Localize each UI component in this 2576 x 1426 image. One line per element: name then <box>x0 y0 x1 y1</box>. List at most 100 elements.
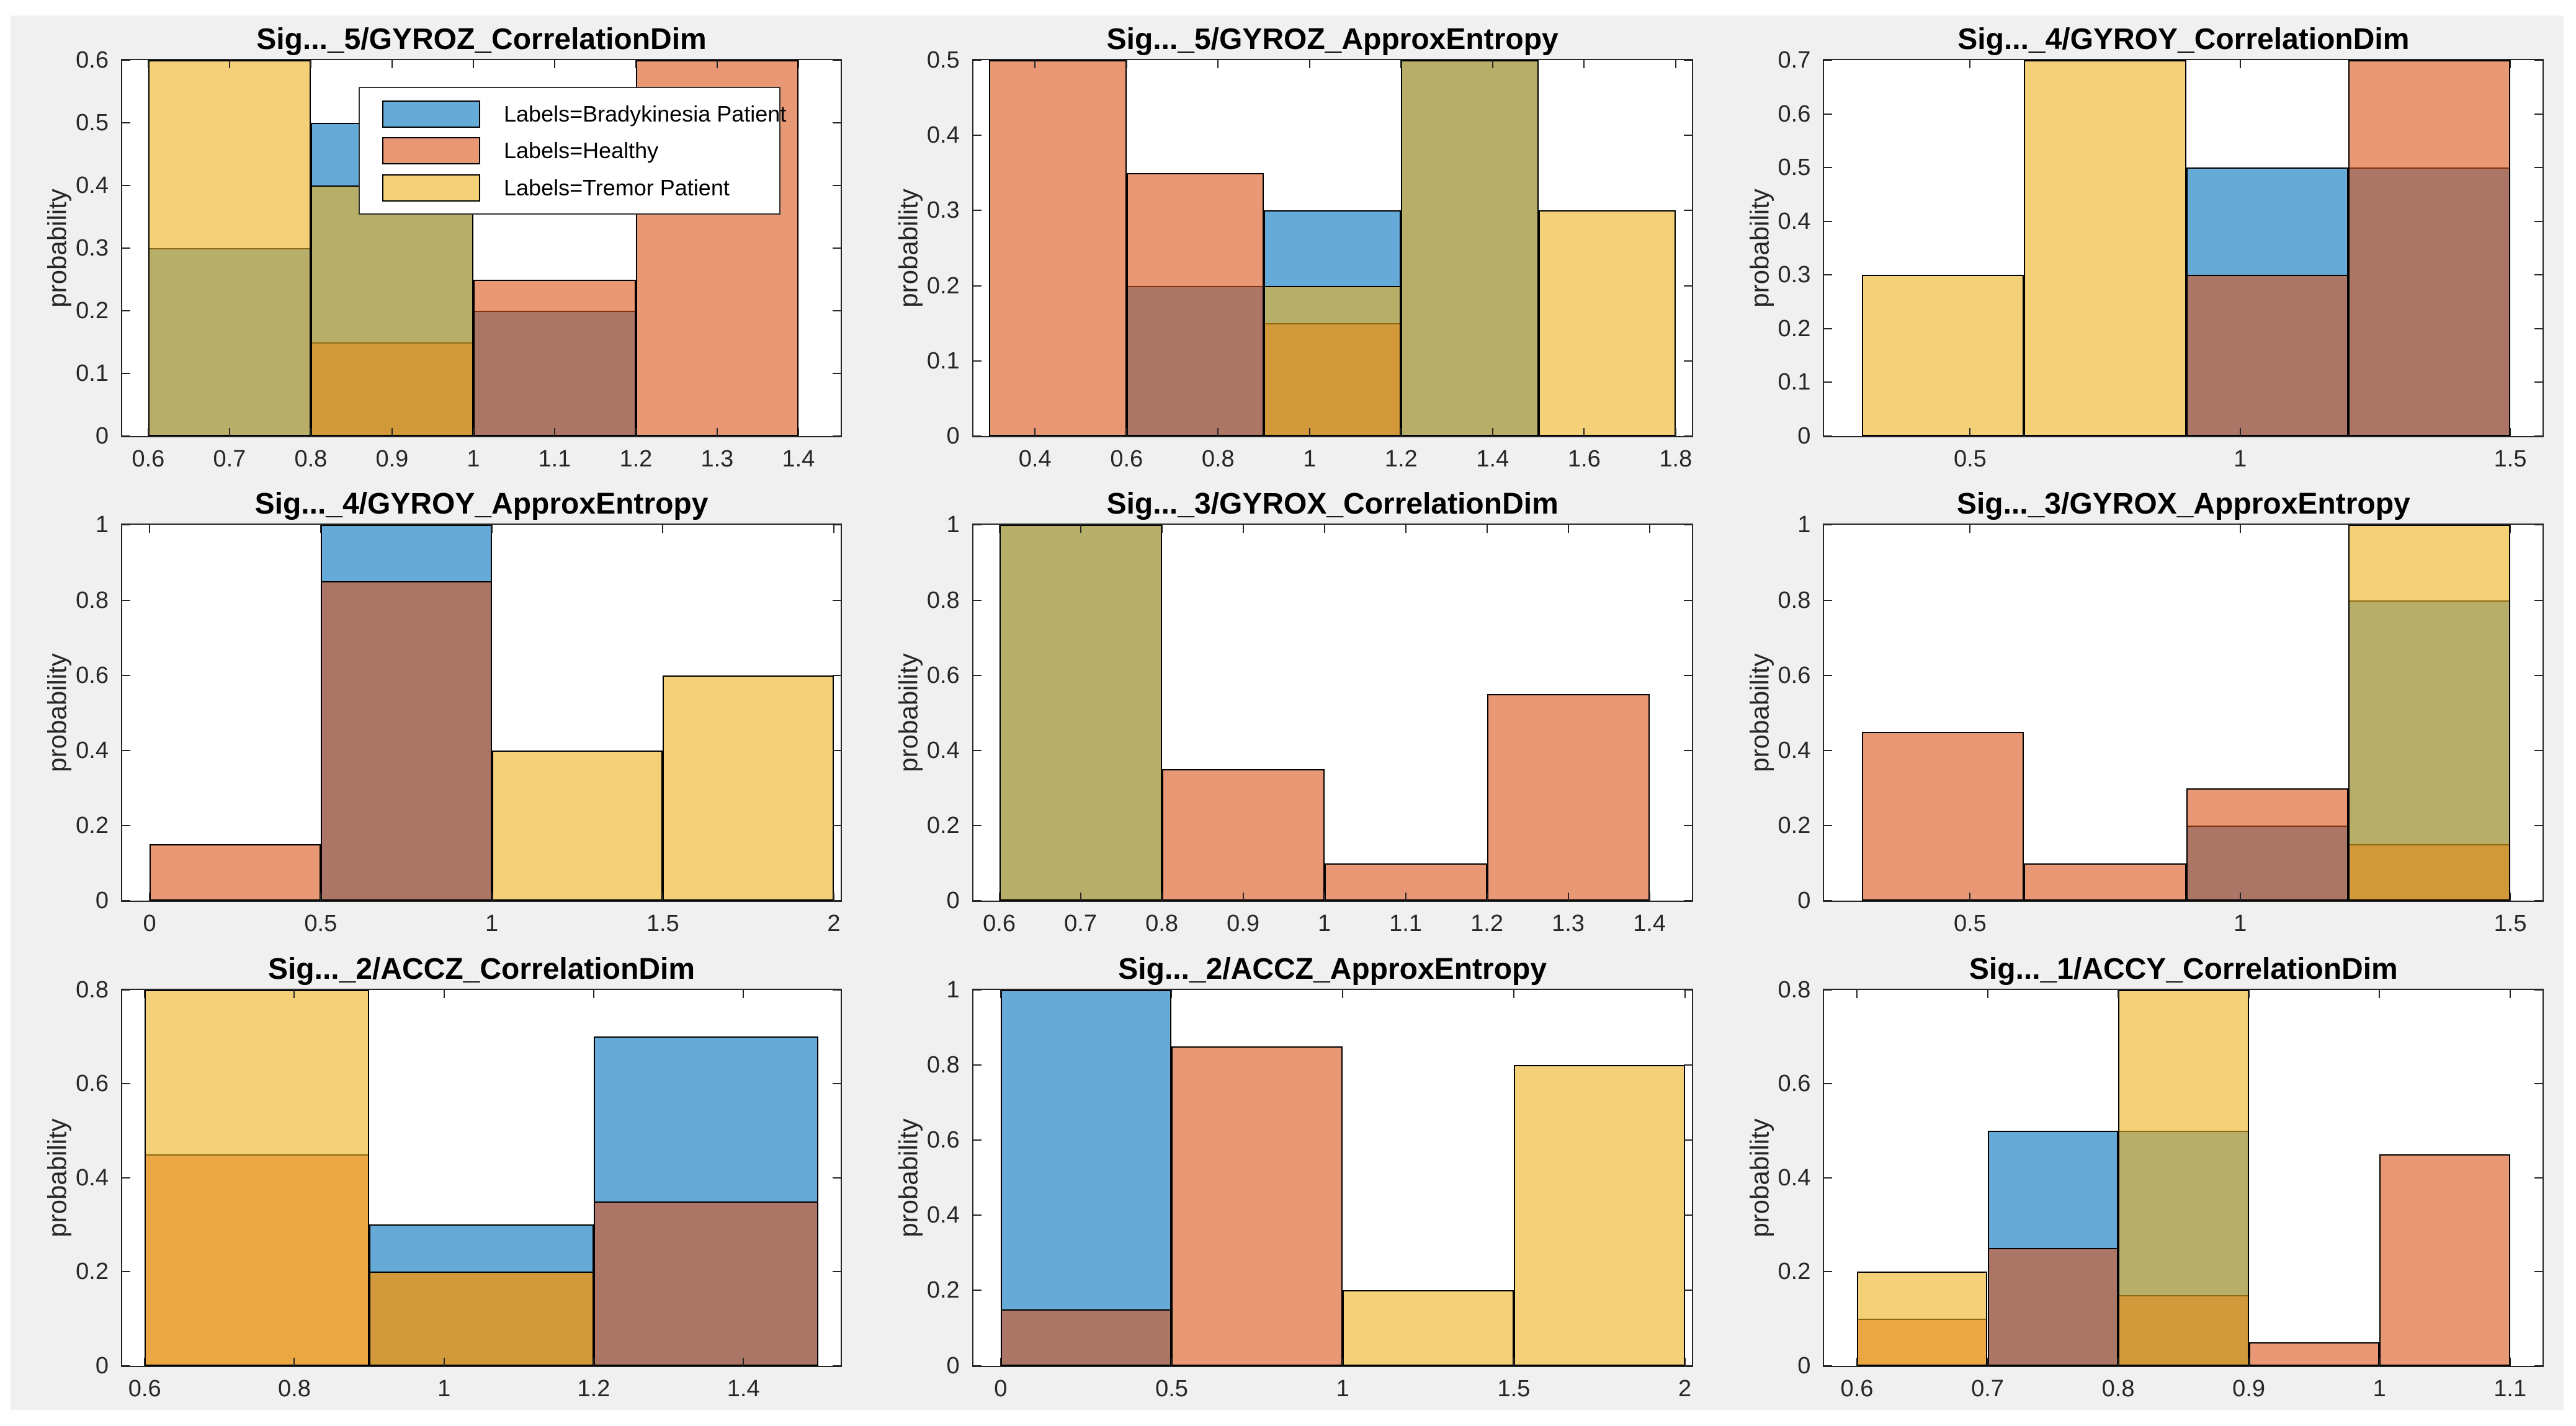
x-tick-mark <box>1000 1357 1001 1366</box>
y-tick-mark <box>973 210 982 212</box>
x-tick-mark <box>293 1357 295 1366</box>
y-tick-mark <box>1824 674 1833 676</box>
y-tick-mark <box>973 900 982 902</box>
plot-title: Sig..._4/GYROY_ApproxEntropy <box>254 488 709 521</box>
histogram-bar-tremor <box>663 675 834 901</box>
y-tick-mark-right <box>1683 900 1692 902</box>
histogram-bar-tremor <box>148 60 311 436</box>
y-tick-label: 0.3 <box>1778 262 1811 288</box>
y-tick-label: 0 <box>95 423 109 449</box>
y-tick-label: 0.4 <box>926 122 960 149</box>
y-tick-mark <box>1824 435 1833 437</box>
y-tick-mark-right <box>833 989 841 991</box>
legend-label: Labels=Bradykinesia Patient <box>504 100 787 127</box>
x-tick-mark <box>1125 428 1127 436</box>
histogram-bar-healthy <box>2348 60 2511 436</box>
x-tick-mark <box>833 893 834 901</box>
y-tick-mark <box>973 674 982 676</box>
x-tick-mark <box>491 893 493 901</box>
x-tick-label: 0.5 <box>1953 911 1987 937</box>
y-tick-mark <box>973 524 982 526</box>
x-tick-mark-top <box>1675 60 1676 68</box>
histogram-bar-healthy <box>1487 694 1650 901</box>
y-tick-mark <box>973 60 982 61</box>
x-tick-mark-top <box>2379 989 2381 998</box>
x-tick-mark-top <box>1969 60 1971 68</box>
x-tick-label: 1.1 <box>1389 911 1422 937</box>
y-tick-mark-right <box>833 310 841 311</box>
x-tick-mark <box>1342 1357 1344 1366</box>
y-tick-mark-right <box>1683 285 1692 287</box>
y-tick-mark-right <box>1683 435 1692 437</box>
y-tick-label: 0.4 <box>76 1164 109 1191</box>
x-tick-label: 1 <box>485 911 499 937</box>
plot-area <box>973 989 1692 1366</box>
x-tick-label: 1.4 <box>1476 446 1509 472</box>
subplot-2: Sig..._5/GYROZ_ApproxEntropy probability 0… <box>862 16 1713 480</box>
y-tick-mark <box>122 524 130 526</box>
x-tick-mark-top <box>1000 989 1001 998</box>
x-tick-mark-top <box>144 989 146 998</box>
x-tick-label: 0.7 <box>1971 1375 2004 1402</box>
plot-axes <box>1823 988 2544 1367</box>
y-tick-mark <box>1824 220 1833 222</box>
subplot-3: Sig..._4/GYROY_CorrelationDim probability… <box>1712 16 2564 480</box>
histogram-bar-tremor <box>2118 989 2249 1366</box>
y-tick-label: 0.5 <box>926 47 960 73</box>
y-tick-mark-right <box>833 674 841 676</box>
x-tick-mark-top <box>1308 60 1310 68</box>
plot-area <box>1824 60 2543 437</box>
legend-label: Labels=Healthy <box>504 138 659 163</box>
y-axis-label: probability <box>42 524 74 902</box>
y-tick-label: 0 <box>95 1352 109 1379</box>
histogram-bar-healthy <box>2024 863 2186 901</box>
x-tick-mark <box>1034 428 1036 436</box>
y-tick-mark-right <box>833 184 841 186</box>
y-tick-label: 0.3 <box>76 235 109 261</box>
y-tick-mark <box>1824 749 1833 751</box>
y-tick-label: 0 <box>95 888 109 914</box>
y-tick-mark-right <box>833 373 841 374</box>
y-tick-label: 0.2 <box>1778 1259 1811 1285</box>
x-tick-mark <box>2509 1357 2511 1366</box>
histogram-bar-healthy <box>2186 788 2348 901</box>
y-tick-mark-right <box>1683 1064 1692 1066</box>
x-tick-label: 1 <box>1303 446 1317 472</box>
y-tick-mark <box>973 599 982 601</box>
plot-title: Sig..._1/ACCY_CorrelationDim <box>1969 952 2398 986</box>
y-tick-label: 1 <box>1797 512 1811 538</box>
x-tick-label: 2 <box>827 911 841 937</box>
x-tick-mark-top <box>743 989 745 998</box>
y-tick-mark-right <box>1683 1139 1692 1141</box>
x-tick-mark <box>1583 428 1585 436</box>
x-tick-mark <box>553 428 555 436</box>
subplot-7: Sig..._2/ACCZ_CorrelationDim probability 0… <box>11 945 862 1410</box>
y-tick-label: 0 <box>1797 1352 1811 1379</box>
y-tick-mark <box>1824 524 1833 526</box>
y-tick-mark-right <box>1683 135 1692 136</box>
subplot-5: Sig..._3/GYROX_CorrelationDim probability… <box>862 480 1713 945</box>
y-tick-mark-right <box>2534 60 2543 61</box>
x-tick-label: 0.4 <box>1018 446 1052 472</box>
x-tick-label: 1.3 <box>1552 911 1585 937</box>
y-tick-mark <box>1824 381 1833 383</box>
y-tick-mark <box>1824 274 1833 276</box>
x-tick-mark <box>1675 428 1676 436</box>
histogram-bar-tremor <box>1343 1290 1514 1366</box>
x-tick-mark <box>1171 1357 1173 1366</box>
y-tick-mark-right <box>1683 599 1692 601</box>
x-tick-mark-top <box>1171 989 1173 998</box>
plot-title: Sig..._5/GYROZ_CorrelationDim <box>256 23 707 56</box>
y-tick-mark <box>1824 60 1833 61</box>
y-tick-mark <box>973 825 982 827</box>
y-tick-mark <box>973 360 982 362</box>
subplot-9: Sig..._1/ACCY_CorrelationDim probability 0… <box>1712 945 2564 1410</box>
y-tick-mark <box>122 1083 130 1085</box>
x-tick-label: 0.8 <box>1201 446 1235 472</box>
y-tick-mark <box>122 184 130 186</box>
y-tick-mark <box>122 749 130 751</box>
x-tick-mark-top <box>491 525 493 533</box>
x-tick-label: 1 <box>2234 911 2247 937</box>
y-tick-label: 0.2 <box>76 1259 109 1285</box>
x-tick-mark <box>1486 893 1488 901</box>
